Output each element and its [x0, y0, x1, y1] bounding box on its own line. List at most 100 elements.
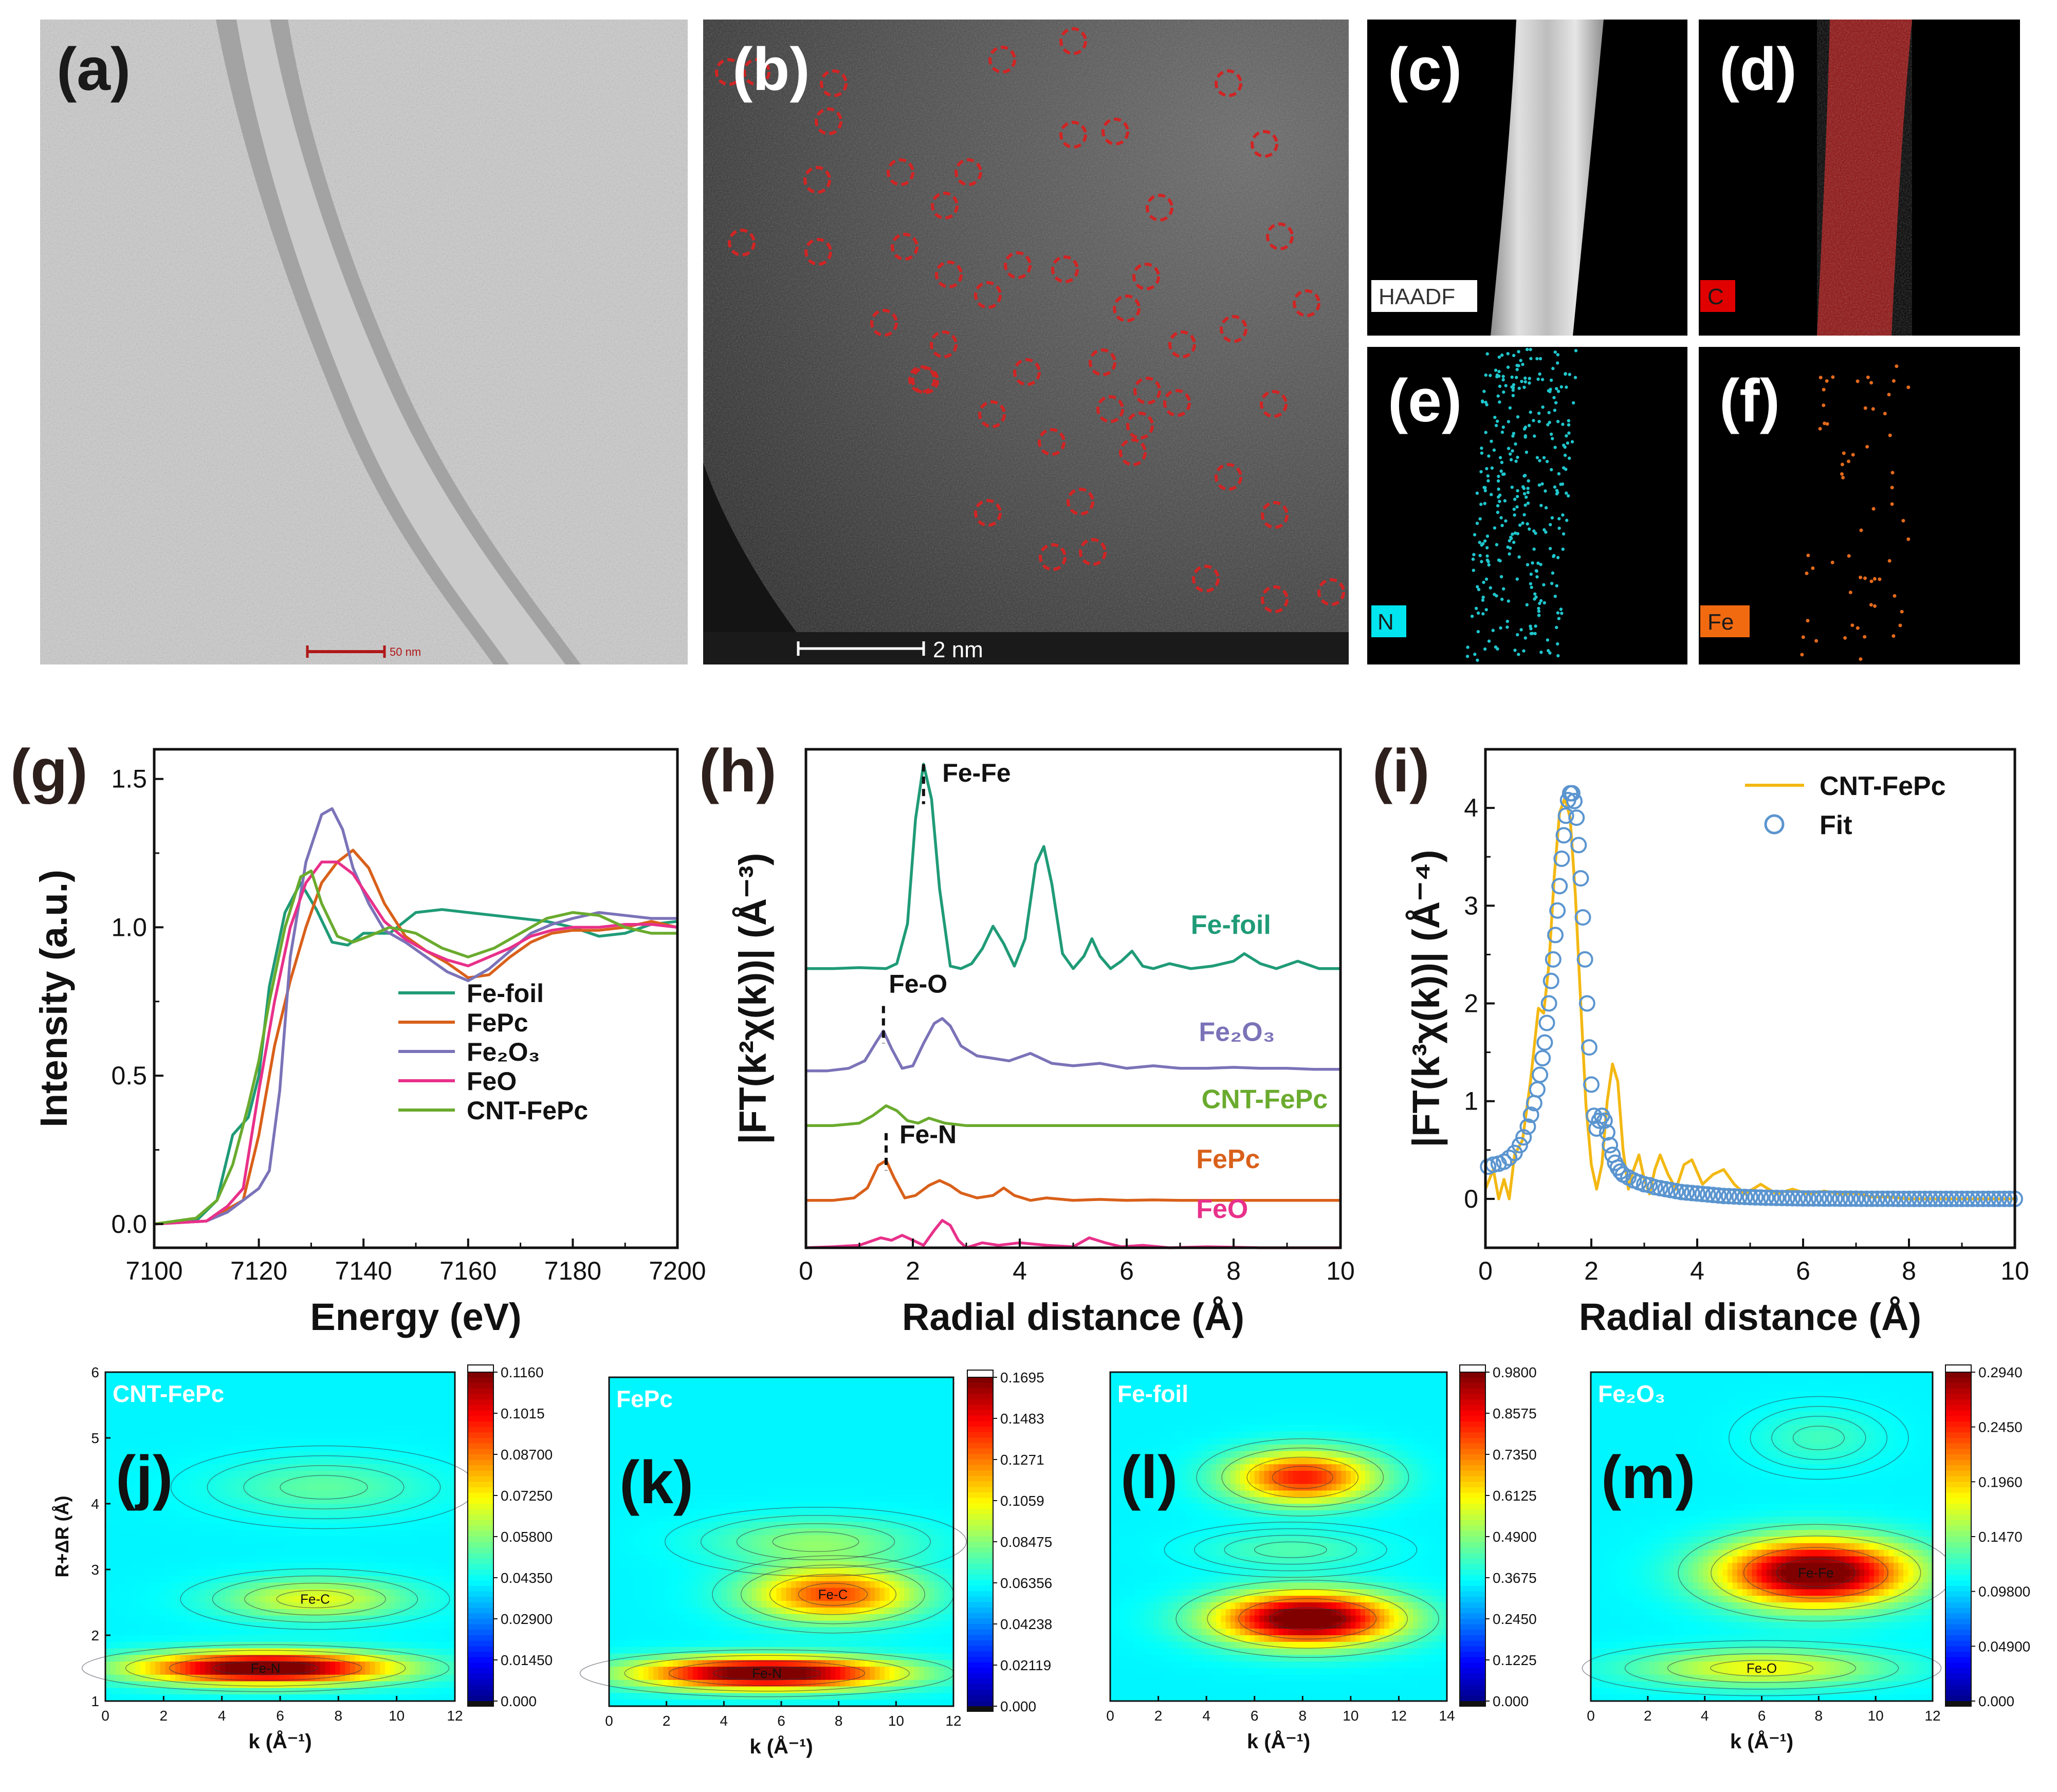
heatmap-cell	[450, 1451, 455, 1458]
heatmap-cell	[435, 1674, 440, 1682]
heatmap-cell	[668, 1383, 674, 1391]
annotation-fe-o: Fe-O	[889, 969, 947, 998]
heatmap-cell	[110, 1510, 116, 1518]
heatmap-cell	[360, 1444, 365, 1452]
heatmap-cell	[365, 1504, 371, 1511]
heatmap-cell	[185, 1497, 191, 1504]
heatmap-cell	[415, 1411, 420, 1419]
heatmap-cell	[796, 1403, 801, 1411]
heatmap-cell	[678, 1397, 684, 1404]
heatmap-cell	[220, 1392, 226, 1399]
iron-dot	[1851, 453, 1855, 457]
heatmap-cell	[180, 1523, 186, 1530]
heatmap-cell	[712, 1416, 718, 1424]
heatmap-cell	[330, 1530, 336, 1537]
nitrogen-dot	[1542, 583, 1546, 587]
heatmap-cell	[310, 1477, 316, 1485]
heatmap-cell	[345, 1398, 351, 1406]
fit-point	[1699, 1186, 1716, 1203]
colorbar-swatch	[468, 1586, 493, 1592]
heatmap-cell	[747, 1423, 752, 1430]
heatmap-cell	[350, 1688, 356, 1695]
heatmap-cell	[220, 1385, 226, 1392]
heatmap-cell	[400, 1563, 406, 1570]
heatmap-cell	[285, 1405, 291, 1412]
heatmap-cell	[445, 1596, 450, 1603]
heatmap-cell	[633, 1430, 639, 1437]
heatmap-cell	[185, 1635, 191, 1642]
heatmap-cell	[115, 1464, 121, 1471]
heatmap-cell	[250, 1451, 256, 1458]
heatmap-cell	[225, 1648, 231, 1655]
heatmap-cell	[230, 1635, 236, 1642]
nitrogen-dot	[1564, 372, 1567, 376]
heatmap-cell	[395, 1504, 400, 1511]
heatmap-cell	[190, 1464, 196, 1471]
heatmap-cell	[170, 1648, 176, 1655]
heatmap-cell	[380, 1641, 385, 1649]
heatmap-cell	[135, 1688, 141, 1695]
heatmap-cell	[410, 1510, 415, 1518]
heatmap-cell	[445, 1615, 450, 1622]
heatmap-cell	[811, 1377, 816, 1384]
heatmap-cell	[644, 1436, 649, 1444]
heatmap-cell	[420, 1537, 426, 1544]
heatmap-cell	[215, 1451, 221, 1458]
heatmap-cell	[345, 1438, 351, 1445]
nitrogen-dot	[1501, 472, 1505, 476]
nitrogen-dot	[1515, 577, 1519, 581]
nitrogen-dot	[1532, 419, 1535, 422]
heatmap-cell	[742, 1430, 747, 1437]
nitrogen-dot	[1489, 586, 1492, 590]
heatmap-cell	[120, 1674, 126, 1682]
heatmap-cell	[280, 1484, 286, 1491]
heatmap-cell	[410, 1681, 415, 1688]
heatmap-cell	[225, 1431, 231, 1438]
heatmap-cell	[105, 1438, 111, 1445]
heatmap-cell	[205, 1530, 211, 1537]
heatmap-cell	[185, 1530, 191, 1537]
colorbar-label: 0.04350	[501, 1570, 553, 1586]
heatmap-cell	[215, 1668, 221, 1675]
heatmap-cell	[390, 1635, 396, 1642]
heatmap-cell	[315, 1451, 321, 1458]
heatmap-cell	[919, 1403, 925, 1411]
heatmap-cell	[205, 1537, 211, 1544]
heatmap-cell	[145, 1549, 151, 1557]
heatmap-cell	[365, 1563, 371, 1570]
heatmap-cell	[420, 1457, 426, 1465]
heatmap-cell	[145, 1602, 151, 1610]
heatmap-cell	[405, 1471, 411, 1478]
heatmap-cell	[445, 1490, 450, 1498]
heatmap-cell	[305, 1418, 310, 1425]
heatmap-cell	[425, 1477, 431, 1485]
heatmap-cell	[215, 1392, 221, 1399]
colorbar-swatch	[468, 1399, 493, 1406]
heatmap-cell	[295, 1615, 301, 1622]
heatmap-cell	[420, 1563, 426, 1570]
heatmap-cell	[345, 1431, 351, 1438]
nitrogen-dot	[1510, 385, 1514, 389]
heatmap-cell	[115, 1398, 121, 1406]
heatmap-cell	[692, 1383, 698, 1391]
nitrogen-dot	[1474, 606, 1478, 611]
heatmap-cell	[330, 1674, 336, 1682]
fit-point	[1991, 1190, 2008, 1207]
heatmap-cell	[850, 1410, 856, 1417]
panel-b: 2 nm (b)	[703, 20, 1349, 664]
heatmap-cell	[727, 1430, 732, 1437]
heatmap-cell	[190, 1569, 196, 1577]
heatmap-cell	[609, 1423, 615, 1430]
heatmap-cell	[180, 1681, 186, 1688]
heatmap-cell	[115, 1569, 121, 1577]
heatmap-cell	[360, 1694, 365, 1702]
heatmap-cell	[145, 1438, 151, 1445]
heatmap-cell	[250, 1477, 256, 1485]
heatmap-cell	[390, 1451, 396, 1458]
heatmap-cell	[300, 1444, 306, 1452]
heatmap-cell	[390, 1477, 396, 1485]
heatmap-cell	[290, 1392, 296, 1399]
heatmap-cell	[425, 1372, 431, 1379]
heatmap-cell	[160, 1510, 166, 1518]
heatmap-cell	[345, 1576, 351, 1583]
